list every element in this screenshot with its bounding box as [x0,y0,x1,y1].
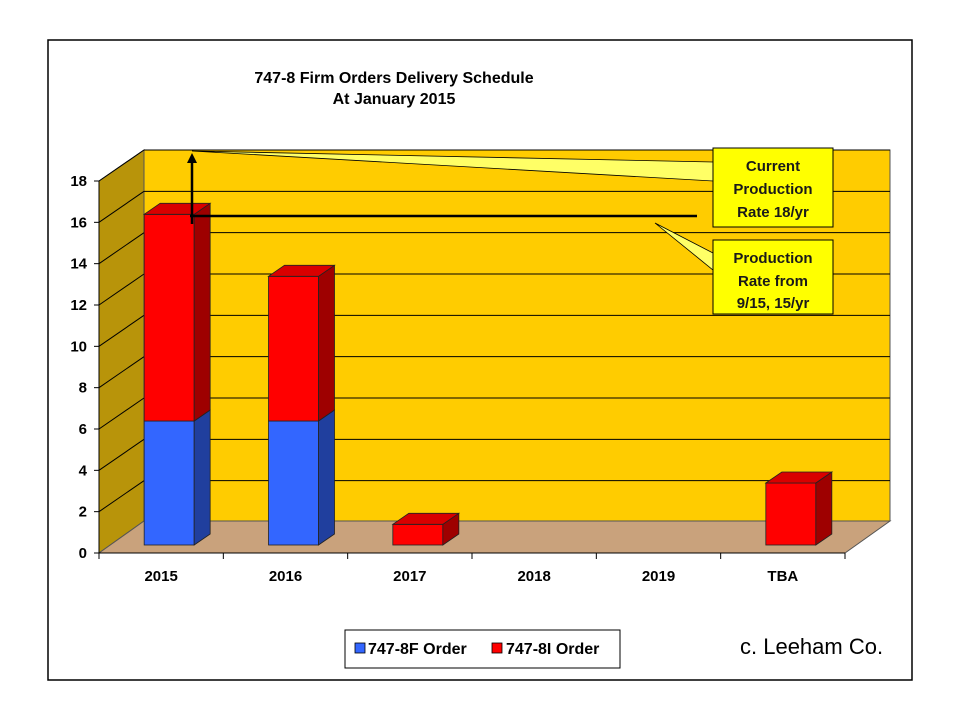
y-tick-label: 12 [70,297,87,314]
bar-top [142,202,212,215]
bar-747-8i-order-2016 [267,264,336,422]
bar-side [193,202,211,422]
y-tick-label: 4 [79,462,88,479]
bar-top [391,512,461,525]
legend [344,629,621,669]
gridline-side [98,397,145,430]
gridline-side [98,438,145,471]
callout-current-rate-line-1: Current [746,158,800,175]
bar-side [318,264,335,422]
callout-production-rate-line-1: Production [733,250,812,267]
gridline-side [98,314,145,347]
legend-label-747-8f: 747-8F Order [368,641,467,658]
y-tick-label: 8 [79,380,87,397]
gridline-side [98,149,145,182]
bar-747-8f-order-2015 [143,409,211,546]
bar-top [764,471,834,484]
gridline-side [98,232,145,265]
legend-swatch-747-8f [354,642,366,654]
side-wall [98,149,145,554]
y-tick-label: 14 [70,256,87,273]
gridline-side [98,190,145,223]
legend-swatch-747-8i [491,642,503,654]
bar-top [267,264,336,277]
x-tick-label: 2018 [517,568,550,585]
y-tick-label: 16 [70,214,87,231]
callout-production-rate-line-3: 9/15, 15/yr [737,295,810,312]
bar-side [815,471,833,546]
y-tick-label: 0 [79,545,87,562]
y-tick-label: 10 [70,338,87,355]
x-tick-label: 2015 [144,568,177,585]
y-tick-label: 2 [79,504,87,521]
chart-title: 747-8 Firm Orders Delivery Schedule [254,70,533,87]
bar-747-8i-order-tba [764,471,834,546]
bar-747-8f-order-2016 [268,409,335,546]
callout-current-rate [712,147,834,228]
chart-subtitle: At January 2015 [333,91,456,108]
credit-text: c. Leeham Co. [740,634,883,659]
bar-side [318,409,335,546]
y-tick-label: 18 [70,173,87,190]
bar-front [268,420,319,546]
bar-front [392,523,444,546]
x-tick-label: TBA [767,568,798,585]
x-tick-label: 2019 [642,568,675,585]
gridline-side [98,356,145,389]
x-tick-label: 2016 [269,568,302,585]
bar-front [143,213,195,422]
gridline-side [98,273,145,306]
bar-747-8i-order-2015 [142,202,212,422]
bars [142,202,834,546]
legend-label-747-8i: 747-8I Order [506,641,599,658]
x-axis-ticks: 2015 2016 2017 2018 2019 TBA [98,553,846,585]
gridline-side [98,480,145,513]
bar-747-8i-order-2017 [391,512,461,546]
bar-side [193,409,211,546]
callout-production-rate-line-2: Rate from [738,273,808,290]
bar-front [268,275,319,422]
y-axis-ticks: 0 2 4 6 8 10 12 14 16 18 [70,173,99,562]
bar-front [765,482,817,546]
y-tick-label: 6 [79,421,87,438]
callout-production-rate [712,239,834,315]
bar-front [143,420,195,546]
callout-current-rate-line-3: Rate 18/yr [737,204,809,221]
callout-current-rate-line-2: Production [733,181,812,198]
x-tick-label: 2017 [393,568,426,585]
